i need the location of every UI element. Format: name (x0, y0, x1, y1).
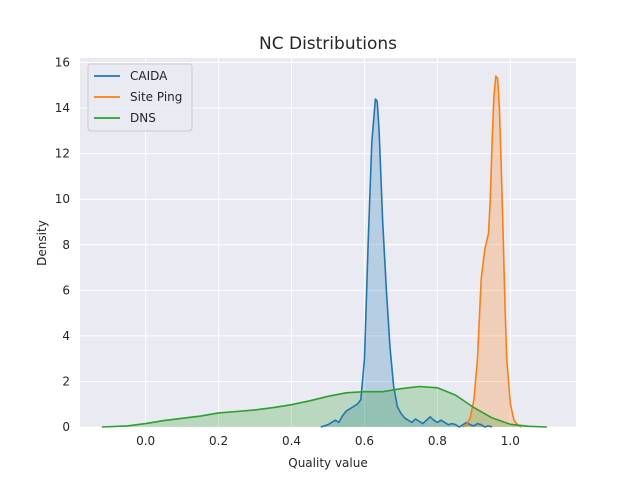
x-tick-label: 1.0 (501, 434, 520, 448)
legend-label-0: CAIDA (130, 69, 168, 83)
y-axis-label: Density (35, 220, 49, 266)
x-tick-label: 0.4 (282, 434, 301, 448)
series-line-1 (462, 75, 522, 428)
series-fill-1 (462, 76, 522, 427)
y-tick-label: 12 (55, 147, 70, 161)
legend-box (87, 63, 193, 132)
x-axis-label: Quality value (288, 456, 367, 470)
x-tick-label: 0.6 (355, 434, 374, 448)
chart-title: NC Distributions (259, 34, 397, 54)
legend-label-1: Site Ping (130, 90, 182, 104)
x-tick-label: 0.0 (136, 434, 155, 448)
y-tick-label: 0 (62, 420, 70, 434)
series-fill-2 (101, 386, 547, 427)
density-fills (101, 76, 547, 427)
y-tick-label: 16 (55, 56, 70, 70)
density-lines (101, 75, 547, 428)
x-tick-labels: 0.0 0.2 0.4 0.6 0.8 1.0 (136, 434, 520, 448)
grid-lines (80, 58, 576, 428)
y-tick-label: 2 (62, 374, 70, 388)
legend: CAIDA Site Ping DNS (87, 63, 193, 132)
series-line-2 (101, 385, 547, 428)
y-tick-label: 10 (55, 192, 70, 206)
legend-label-2: DNS (130, 111, 156, 125)
y-tick-labels: 0 2 4 6 8 10 12 14 16 (55, 56, 70, 434)
y-tick-label: 8 (62, 238, 70, 252)
x-tick-label: 0.8 (428, 434, 447, 448)
y-tick-label: 4 (62, 329, 70, 343)
series-line-0 (320, 98, 493, 428)
y-tick-label: 14 (55, 101, 70, 115)
x-tick-label: 0.2 (209, 434, 228, 448)
y-tick-label: 6 (62, 283, 70, 297)
